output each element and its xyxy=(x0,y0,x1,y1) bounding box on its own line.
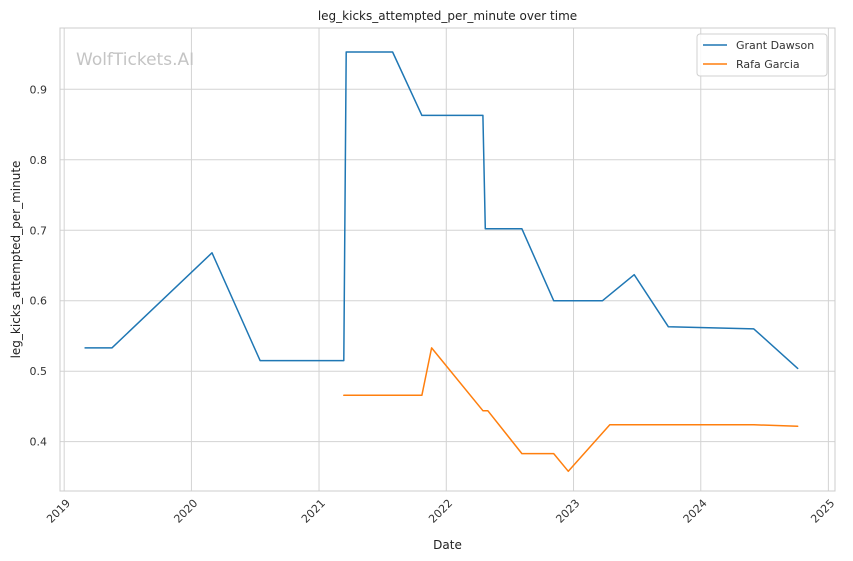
y-tick-label: 0.5 xyxy=(30,365,48,378)
series-layer xyxy=(84,51,799,473)
legend-label: Grant Dawson xyxy=(736,39,814,52)
x-axis-label: Date xyxy=(433,538,462,552)
legend-box xyxy=(696,33,828,77)
y-tick-label: 0.8 xyxy=(30,154,48,167)
series-line-grant-dawson xyxy=(84,51,799,370)
y-axis-ticks: 0.4 0.5 0.6 0.7 0.8 0.9 xyxy=(30,83,48,448)
grid xyxy=(60,28,835,491)
y-tick-label: 0.9 xyxy=(30,83,48,96)
y-tick-label: 0.4 xyxy=(30,436,48,449)
y-tick-label: 0.6 xyxy=(30,295,48,308)
legend: Grant Dawson Rafa Garcia xyxy=(696,33,828,77)
y-tick-label: 0.7 xyxy=(30,224,48,237)
chart-title: leg_kicks_attempted_per_minute over time xyxy=(318,9,577,23)
y-axis-label: leg_kicks_attempted_per_minute xyxy=(9,161,23,359)
watermark: WolfTickets.AI xyxy=(76,50,194,70)
series-line-rafa-garcia xyxy=(343,347,799,473)
plot-frame xyxy=(59,27,836,492)
legend-label: Rafa Garcia xyxy=(736,58,800,71)
